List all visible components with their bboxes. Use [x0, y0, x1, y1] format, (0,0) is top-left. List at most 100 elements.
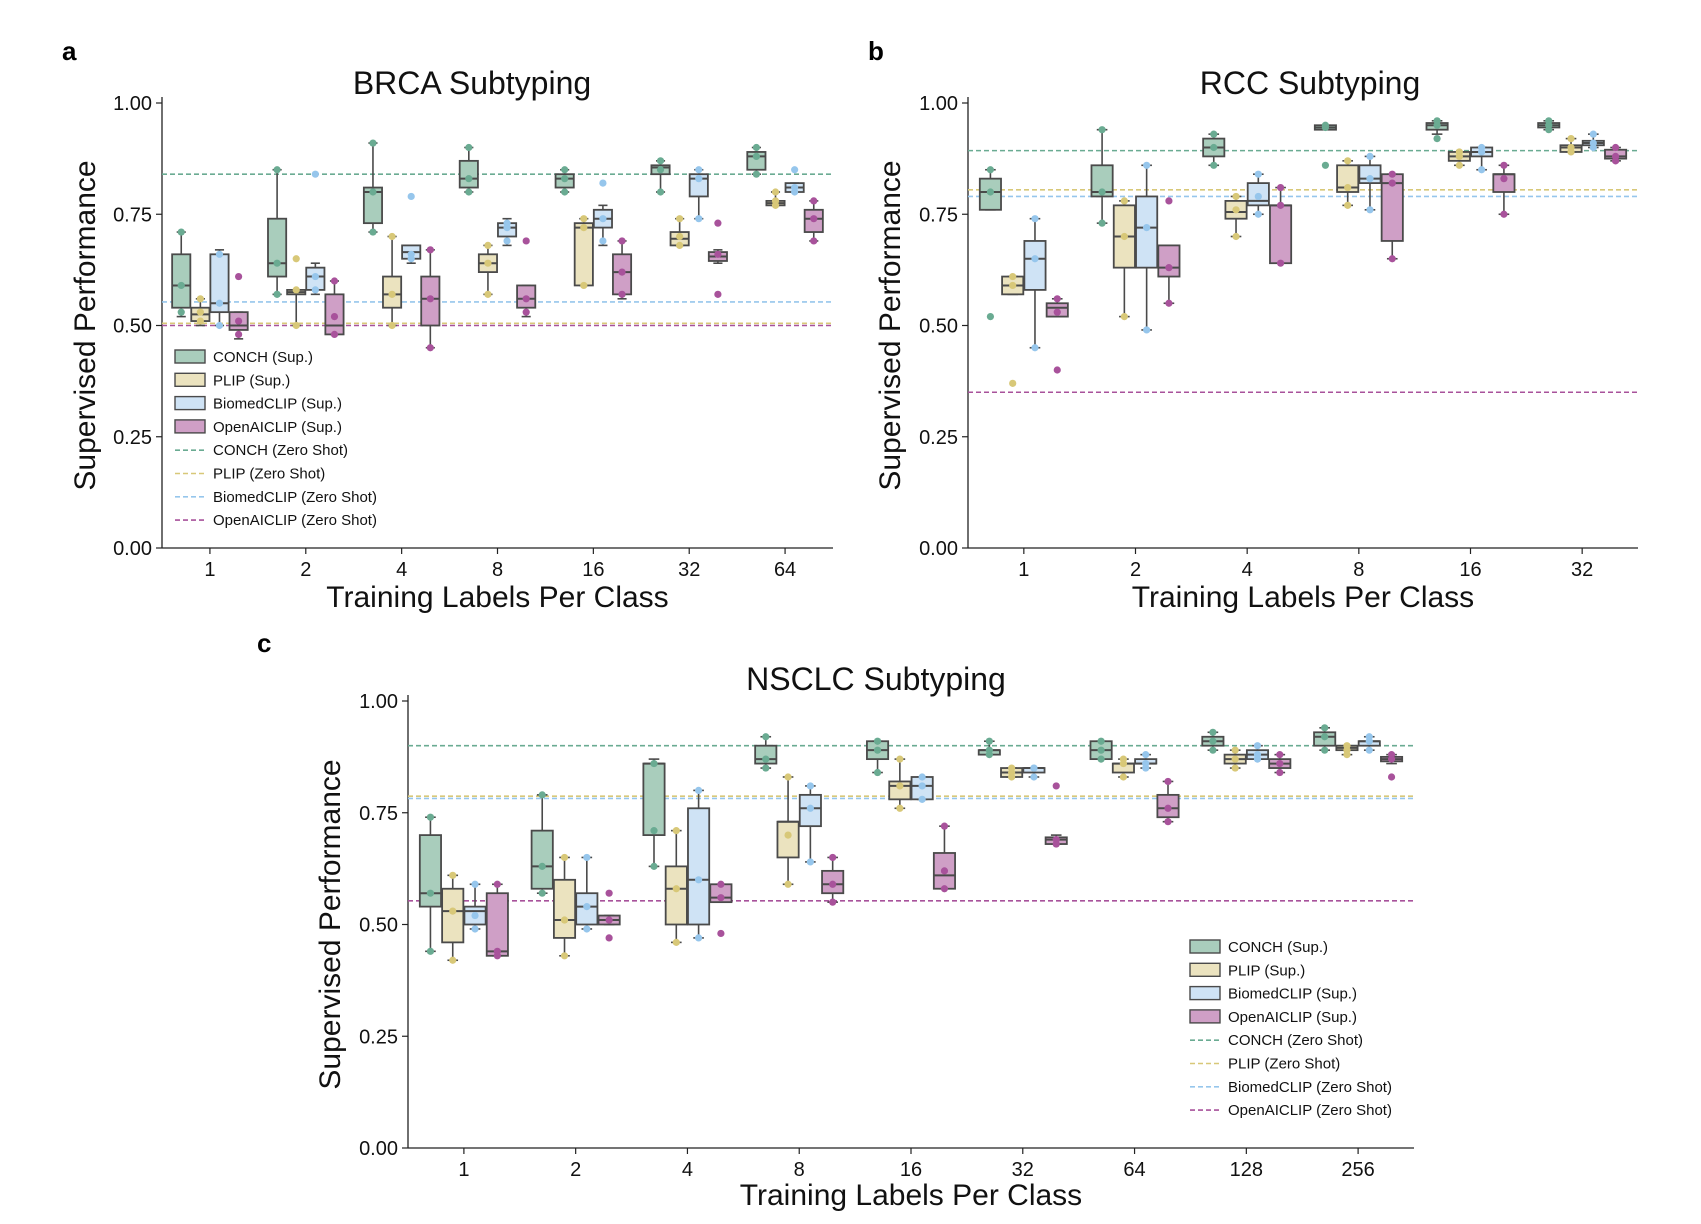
data-point: [311, 272, 319, 281]
box-body: [267, 217, 288, 278]
x-tick-label: 128: [1230, 1159, 1263, 1181]
data-point: [426, 344, 434, 352]
data-point: [694, 876, 703, 884]
data-point: [1097, 737, 1105, 745]
x-tick-label: 4: [682, 1159, 693, 1181]
data-point: [1254, 210, 1262, 218]
data-point: [1142, 759, 1150, 768]
data-point: [1143, 326, 1151, 334]
data-point: [493, 947, 501, 955]
box-biomedclip: [688, 166, 709, 223]
box-conch: [530, 791, 554, 897]
legend-swatch: [174, 395, 206, 411]
data-point: [829, 853, 837, 862]
data-point: [599, 179, 607, 187]
box-plip: [1111, 755, 1135, 781]
x-tick-label: 16: [1459, 559, 1481, 581]
data-point: [873, 746, 882, 754]
box-plip: [664, 827, 688, 946]
data-point: [676, 232, 684, 241]
box-conch: [171, 228, 192, 318]
data-point: [1030, 764, 1038, 772]
box-conch: [1089, 737, 1113, 763]
data-point: [1164, 777, 1172, 786]
data-point: [484, 290, 492, 298]
data-point: [752, 143, 760, 152]
data-point: [1388, 170, 1396, 178]
data-point: [1053, 295, 1061, 303]
box-biomedclip: [1358, 152, 1382, 214]
legend-label: BiomedCLIP (Sup.): [213, 396, 342, 413]
data-point: [1589, 139, 1597, 147]
y-tick-label: 0.25: [919, 427, 958, 449]
data-point: [1253, 742, 1262, 750]
data-point: [503, 219, 511, 227]
data-point: [561, 175, 569, 183]
box-plip: [190, 295, 211, 327]
data-point: [522, 237, 530, 245]
data-point: [1098, 126, 1106, 134]
x-tick-label: 4: [1242, 559, 1253, 581]
box-biomedclip: [910, 773, 934, 803]
box-body: [1023, 240, 1047, 291]
data-point: [1500, 161, 1508, 169]
box-openaiclip: [485, 880, 509, 960]
x-axis-label: Training Labels Per Class: [1132, 581, 1474, 614]
data-point: [1365, 746, 1373, 754]
data-point: [1276, 259, 1285, 267]
x-tick-label: 16: [582, 559, 604, 581]
data-point: [1366, 175, 1374, 183]
box-openaiclip: [803, 197, 824, 245]
data-point: [426, 813, 435, 821]
data-point: [1455, 161, 1463, 169]
data-point: [714, 250, 722, 258]
box-openaiclip: [1269, 183, 1293, 267]
legend-label: PLIP (Zero Shot): [1228, 1056, 1340, 1073]
data-point: [388, 232, 396, 241]
data-point: [1276, 768, 1284, 777]
box-openaiclip: [932, 822, 956, 893]
data-point: [1232, 192, 1240, 201]
box-body: [458, 159, 479, 189]
box-plip: [573, 215, 594, 290]
data-point: [717, 929, 725, 938]
data-point: [1387, 751, 1396, 759]
x-tick-label: 16: [900, 1159, 922, 1181]
legend-label: CONCH (Sup.): [213, 349, 313, 366]
data-point: [918, 782, 926, 790]
data-point: [985, 737, 993, 745]
data-point: [1611, 143, 1620, 152]
data-point: [784, 880, 792, 888]
data-point: [1009, 272, 1017, 281]
data-point: [986, 188, 995, 196]
data-point: [471, 925, 479, 933]
data-point: [896, 804, 904, 812]
data-point: [873, 737, 882, 745]
y-tick-label: 0.50: [919, 316, 958, 338]
box-plip: [1001, 272, 1025, 387]
box-plip: [1223, 746, 1247, 772]
box-openaiclip: [821, 853, 845, 906]
data-point: [1008, 764, 1016, 772]
box-biomedclip: [209, 249, 230, 330]
data-point: [292, 286, 300, 294]
data-point: [503, 237, 511, 245]
data-point: [426, 947, 435, 955]
box-plip: [1447, 148, 1471, 169]
data-point: [369, 188, 377, 196]
y-tick-label: 0.25: [113, 427, 152, 449]
legend-label: CONCH (Sup.): [1228, 939, 1328, 956]
box-body: [687, 807, 711, 926]
data-point: [1433, 117, 1441, 125]
data-point: [1567, 143, 1575, 152]
box-plip: [1224, 192, 1248, 241]
legend-label: CONCH (Zero Shot): [1228, 1032, 1363, 1049]
box-biomedclip: [575, 853, 599, 933]
box-conch: [746, 143, 767, 178]
panel-letter: c: [257, 628, 271, 658]
chart-title: BRCA Subtyping: [353, 65, 591, 101]
data-point: [1478, 143, 1486, 152]
box-conch: [1313, 724, 1337, 754]
legend-swatch: [1189, 962, 1221, 977]
data-point: [1254, 170, 1262, 178]
